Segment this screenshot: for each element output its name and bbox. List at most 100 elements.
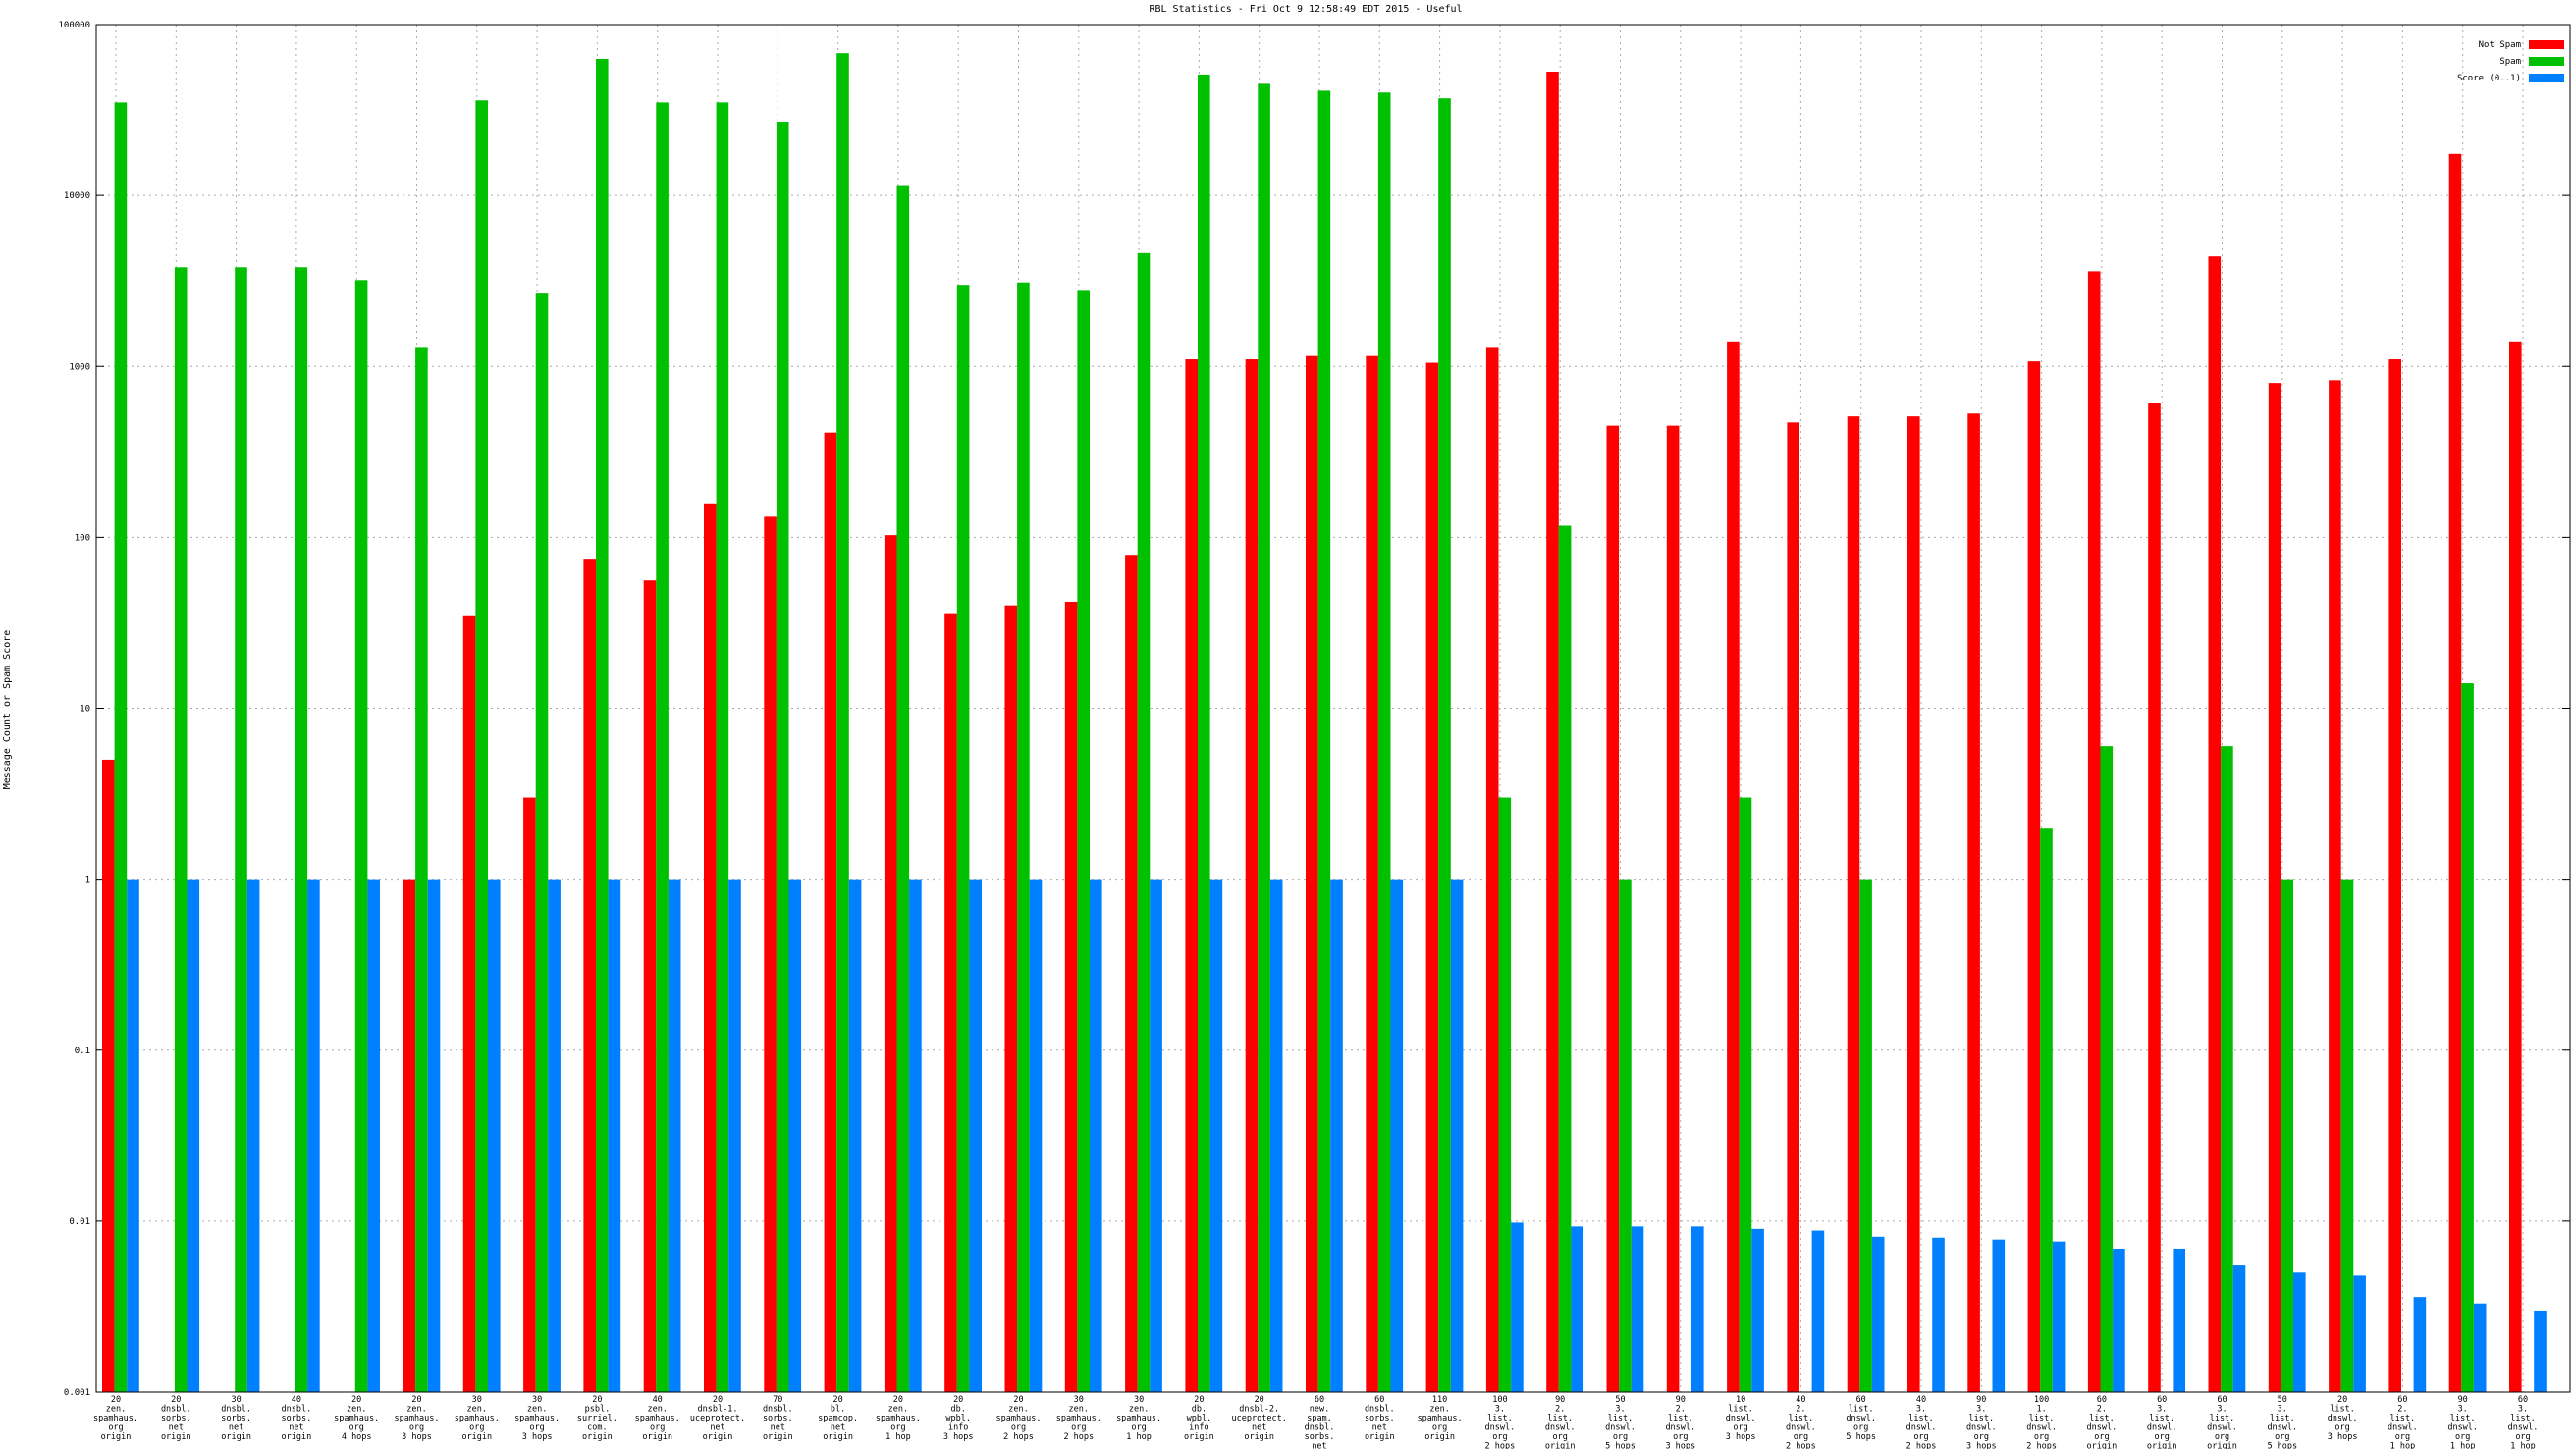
bar	[728, 879, 741, 1392]
x-tick-label: list.	[1969, 1414, 1995, 1423]
x-tick-label: 1 hop	[2390, 1442, 2416, 1449]
x-tick-label: 30	[231, 1395, 241, 1405]
bar	[1787, 422, 1799, 1392]
bar	[1330, 879, 1343, 1392]
y-tick-label: 10000	[64, 191, 90, 201]
bar	[1209, 879, 1223, 1392]
plot-frame	[95, 24, 2571, 1393]
x-tick-label: dnswl.	[1966, 1423, 1997, 1433]
x-tick-label: origin	[1424, 1432, 1455, 1442]
y-tick-label: 0.01	[69, 1217, 90, 1227]
x-tick-label: spamcop.	[818, 1414, 858, 1423]
bar	[2448, 153, 2462, 1392]
x-tick-label: origin	[1365, 1432, 1395, 1442]
x-tick-label: org	[108, 1423, 123, 1433]
x-tick-label: 50	[1615, 1395, 1625, 1405]
x-tick-label: zen.	[888, 1405, 908, 1415]
bar	[1571, 1226, 1583, 1392]
bar	[488, 879, 501, 1392]
x-tick-label: origin	[282, 1432, 312, 1442]
x-tick-label: list.	[1668, 1414, 1693, 1423]
bar	[2388, 359, 2401, 1393]
x-tick-label: list.	[2330, 1405, 2355, 1415]
x-tick-label: 100	[1492, 1395, 1507, 1405]
x-tick-label: org	[349, 1423, 364, 1433]
x-tick-label: net	[771, 1423, 785, 1433]
x-tick-label: 1 hop	[886, 1432, 911, 1442]
x-tick-label: org	[1733, 1423, 1747, 1433]
x-tick-label: zen.	[1069, 1405, 1089, 1415]
x-tick-label: bl.	[831, 1405, 845, 1415]
x-tick-label: db.	[951, 1405, 966, 1415]
x-tick-label: list.	[1789, 1414, 1814, 1423]
x-tick-label: 70	[773, 1395, 782, 1405]
x-tick-label: list.	[2089, 1414, 2115, 1423]
x-tick-label: org	[2155, 1432, 2170, 1442]
x-tick-label: 60	[1315, 1395, 1324, 1405]
bar	[1438, 98, 1451, 1392]
bar	[1150, 879, 1162, 1392]
bar	[1666, 425, 1680, 1392]
bar	[1366, 355, 1378, 1392]
x-tick-label: net	[229, 1423, 243, 1433]
x-tick-label: net	[289, 1423, 303, 1433]
bar	[776, 122, 789, 1392]
x-tick-label: 60	[2518, 1395, 2528, 1405]
x-tick-label: origin	[2087, 1442, 2118, 1449]
y-tick-label: 1	[85, 876, 90, 886]
x-tick-label: 5 hops	[2267, 1442, 2297, 1449]
x-tick-label: 20	[713, 1395, 723, 1405]
x-tick-label: dnswl.	[1665, 1423, 1695, 1433]
legend-swatch	[2529, 74, 2564, 82]
x-tick-label: origin	[763, 1432, 793, 1442]
bar	[1185, 359, 1198, 1393]
x-tick-label: dnswl.	[2328, 1414, 2358, 1423]
bar	[608, 879, 621, 1392]
x-tick-label: 1.	[2036, 1405, 2046, 1415]
x-tick-label: sorbs.	[161, 1414, 191, 1423]
x-tick-label: 3.	[1495, 1405, 1505, 1415]
bar	[2221, 746, 2233, 1392]
bar	[1306, 355, 1318, 1392]
x-tick-label: dnswl.	[2447, 1423, 2478, 1433]
x-tick-label: 3.	[1976, 1405, 1986, 1415]
bar	[1004, 605, 1018, 1392]
x-tick-label: net	[710, 1423, 724, 1433]
x-tick-label: origin	[1244, 1432, 1274, 1442]
x-tick-label: org	[1794, 1432, 1808, 1442]
x-tick-label: dnsbl.	[221, 1405, 251, 1415]
bar	[704, 503, 717, 1392]
x-tick-label: 20	[171, 1395, 181, 1405]
x-tick-label: zen.	[527, 1405, 547, 1415]
x-tick-label: 2.	[1796, 1405, 1805, 1415]
x-tick-label: zen.	[406, 1405, 426, 1415]
x-tick-label: dnswl.	[2207, 1423, 2237, 1433]
bar	[896, 185, 910, 1392]
bar	[1317, 90, 1331, 1392]
x-tick-label: 60	[2097, 1395, 2107, 1405]
x-tick-label: dnswl.	[1786, 1423, 1816, 1433]
x-tick-label: uceprotect.	[1232, 1414, 1287, 1423]
x-tick-label: 20	[832, 1395, 842, 1405]
x-tick-label: 3 hops	[1726, 1432, 1756, 1442]
x-tick-label: 20	[351, 1395, 361, 1405]
x-tick-label: net	[831, 1423, 845, 1433]
x-tick-label: 30	[1134, 1395, 1144, 1405]
bar	[2473, 1303, 2487, 1392]
x-tick-label: dnsbl-2.	[1239, 1405, 1279, 1415]
x-tick-label: origin	[161, 1432, 191, 1442]
x-tick-label: 90	[1676, 1395, 1686, 1405]
bar	[235, 267, 247, 1392]
x-tick-label: 3.	[2518, 1405, 2528, 1415]
bar	[2281, 879, 2293, 1392]
x-tick-label: org	[529, 1423, 544, 1433]
bar	[788, 879, 802, 1392]
bar	[1269, 879, 1283, 1392]
x-tick-label: dnswl.	[2267, 1423, 2297, 1433]
x-tick-label: 20	[411, 1395, 421, 1405]
bar	[643, 580, 657, 1392]
x-tick-label: 60	[1374, 1395, 1384, 1405]
x-tick-label: list.	[1849, 1405, 1874, 1415]
bar	[402, 879, 416, 1392]
x-tick-label: 100	[2034, 1395, 2049, 1405]
